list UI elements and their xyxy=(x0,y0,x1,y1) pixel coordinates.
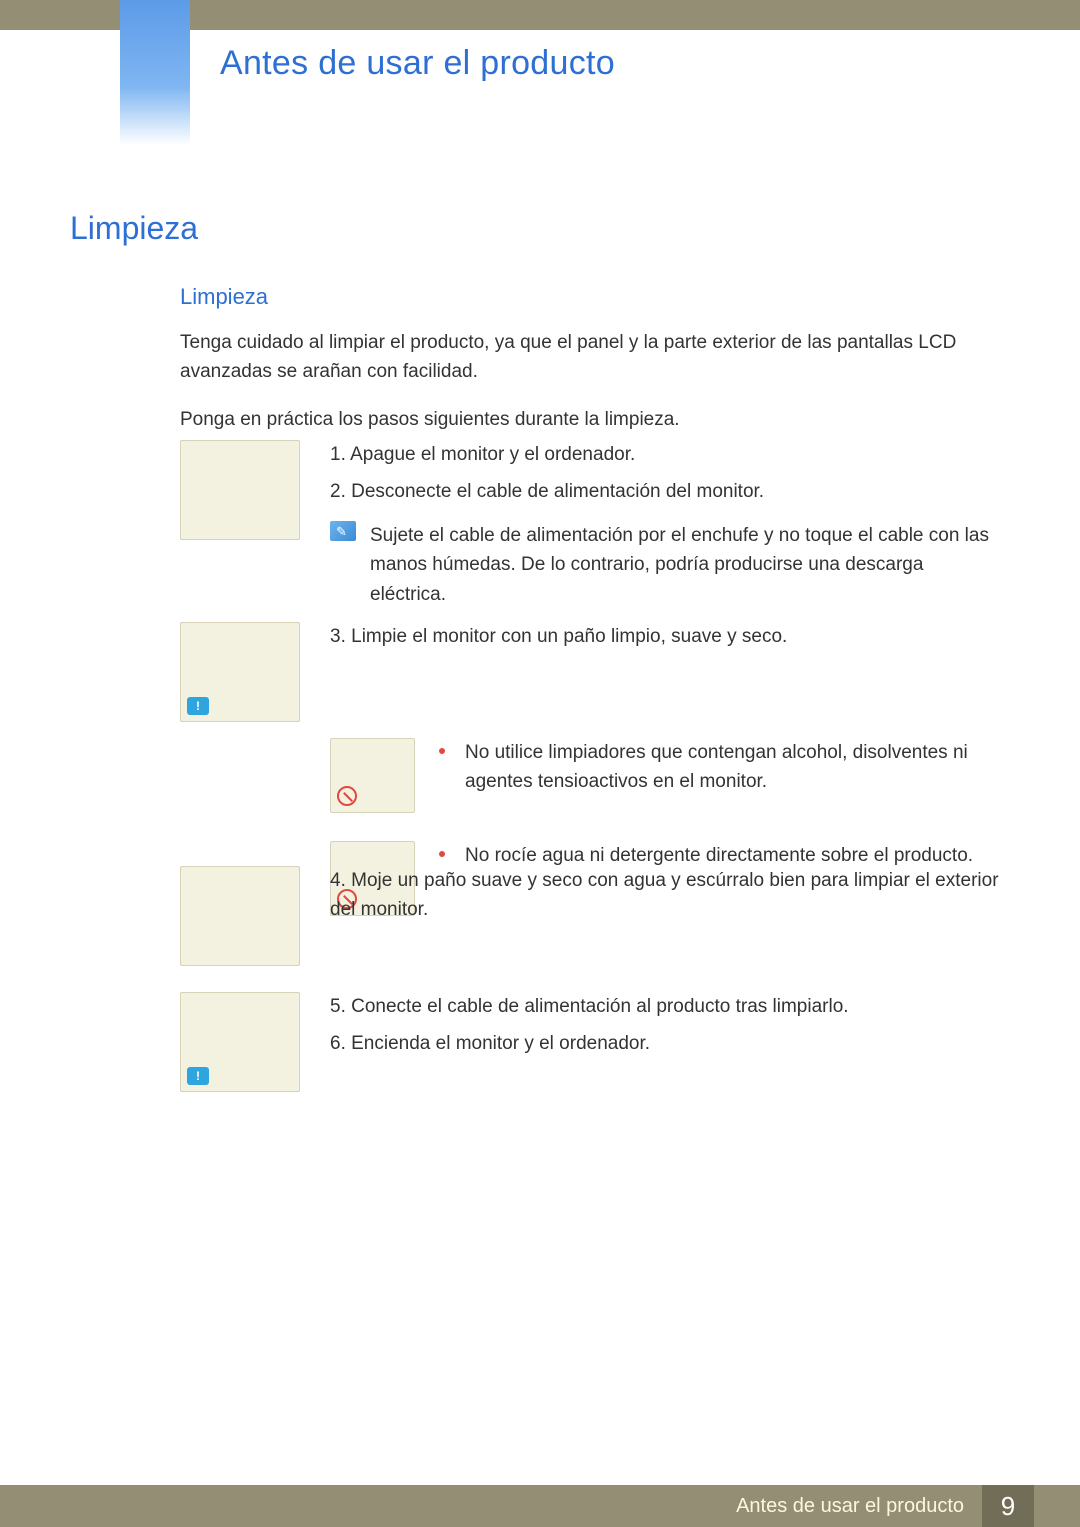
bullet-icon xyxy=(439,748,445,754)
step-1-2: 1. Apague el monitor y el ordenador. 2. … xyxy=(180,440,1000,609)
illustration-wipe xyxy=(180,622,300,722)
intro-p2: Ponga en práctica los pasos siguientes d… xyxy=(180,405,1000,434)
intro-p1: Tenga cuidado al limpiar el producto, ya… xyxy=(180,328,1000,387)
step-3-text: 3. Limpie el monitor con un paño limpio,… xyxy=(330,622,1000,651)
intro-block: Tenga cuidado al limpiar el producto, ya… xyxy=(180,328,1000,434)
page-title: Antes de usar el producto xyxy=(220,44,615,83)
page: Antes de usar el producto Limpieza Limpi… xyxy=(0,0,1080,1527)
step-6-text: 6. Encienda el monitor y el ordenador. xyxy=(330,1029,1000,1058)
illustration-damp-cloth xyxy=(180,866,300,966)
step-4-text: 4. Moje un paño suave y seco con agua y … xyxy=(330,866,1000,925)
page-number: 9 xyxy=(982,1485,1034,1527)
section-subtitle: Limpieza xyxy=(180,284,268,310)
illustration-plug-in xyxy=(180,992,300,1092)
step-4: 4. Moje un paño suave y seco con agua y … xyxy=(180,866,1000,966)
footer-label: Antes de usar el producto xyxy=(736,1495,964,1518)
info-badge-icon xyxy=(187,697,209,715)
step-3-b1-text: No utilice limpiadores que contengan alc… xyxy=(465,738,1000,797)
chapter-tab xyxy=(120,0,190,145)
note-icon xyxy=(330,521,356,541)
step-2-text: 2. Desconecte el cable de alimentación d… xyxy=(330,477,1000,506)
prohibit-icon xyxy=(337,786,357,806)
step-5-6: 5. Conecte el cable de alimentación al p… xyxy=(180,992,1000,1092)
step-2-note-text: Sujete el cable de alimentación por el e… xyxy=(370,521,1000,609)
step-1-text: 1. Apague el monitor y el ordenador. xyxy=(330,440,1000,469)
bullet-icon xyxy=(439,851,445,857)
illustration-no-chemicals xyxy=(330,738,415,813)
footer-bar: Antes de usar el producto 9 xyxy=(0,1485,1080,1527)
illustration-unplug xyxy=(180,440,300,540)
info-badge-icon xyxy=(187,1067,209,1085)
section-title: Limpieza xyxy=(70,210,198,247)
step-2-note: Sujete el cable de alimentación por el e… xyxy=(330,521,1000,609)
step-5-text: 5. Conecte el cable de alimentación al p… xyxy=(330,992,1000,1021)
step-3-warning-1: No utilice limpiadores que contengan alc… xyxy=(330,722,1000,813)
